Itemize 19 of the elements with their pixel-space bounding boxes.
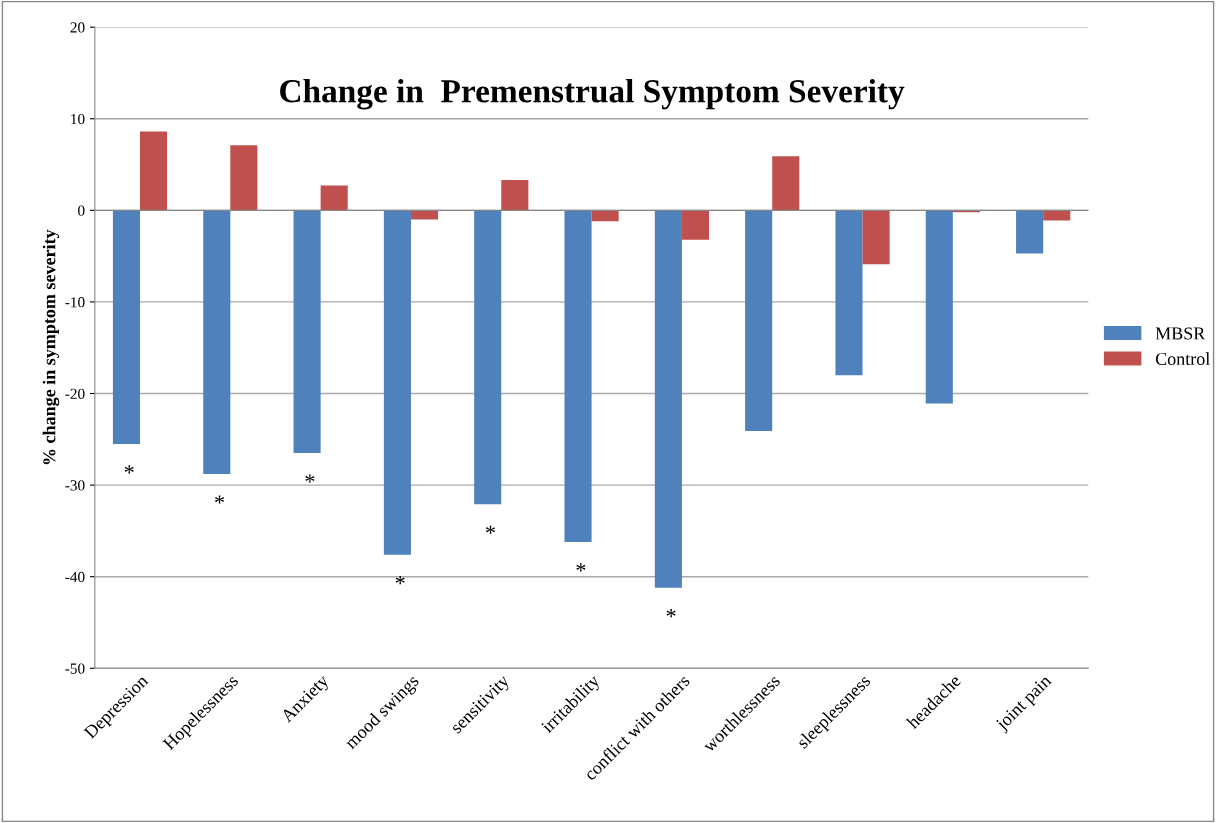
y-tick-label: -40	[65, 571, 85, 583]
y-tick-label: -20	[65, 388, 85, 399]
y-tick-label: 10	[71, 113, 85, 125]
text: Change in Premenstrual Symptom Severity	[280, 79, 905, 110]
legend-label: MBSR	[1155, 327, 1206, 340]
y-tick-label: 20	[70, 22, 85, 33]
annotation: *	[215, 495, 225, 504]
annotation: *	[486, 525, 495, 534]
annotation: *	[124, 465, 134, 474]
y-tick-label: 0	[78, 205, 85, 216]
y-tick-label: -50	[65, 663, 85, 674]
y-tick-label: -10	[65, 297, 85, 308]
annotation: *	[305, 474, 315, 483]
y-axis-title: % change in symptom severity	[42, 229, 60, 465]
legend-label: Control	[1155, 352, 1210, 366]
annotation: *	[395, 576, 405, 585]
y-tick-label: -30	[65, 480, 85, 491]
annotation: *	[666, 609, 676, 618]
annotation: *	[576, 563, 586, 572]
